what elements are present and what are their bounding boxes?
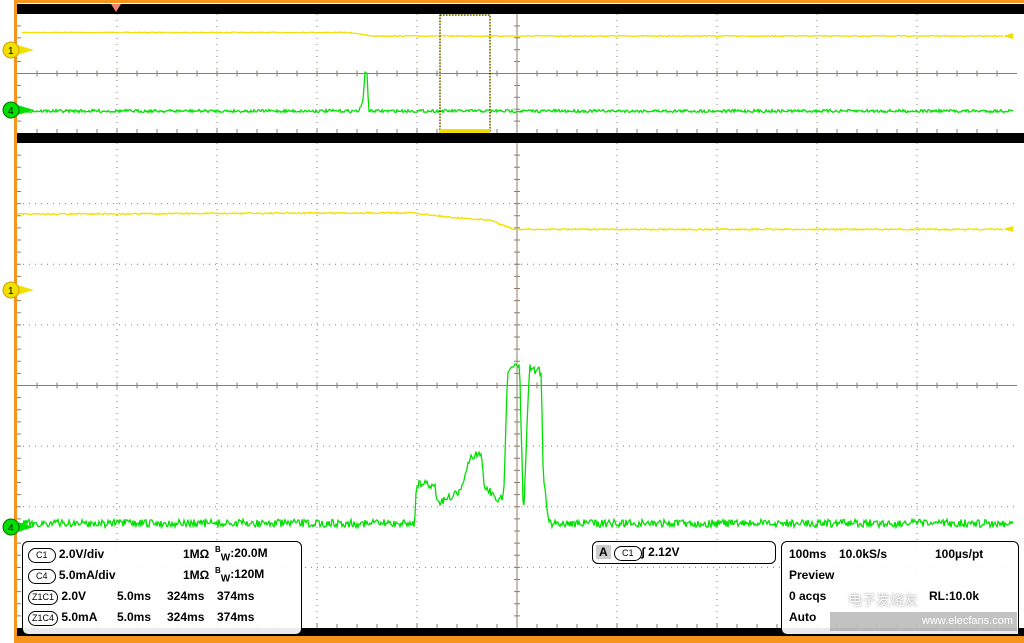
ch1-overview-marker[interactable]: 1	[2, 41, 34, 59]
c4-bandwidth: BW:120M	[215, 566, 265, 585]
ch4-overview-trace	[21, 70, 1014, 115]
c4-readout[interactable]: C4 5.0mA/div	[28, 568, 116, 584]
time-per-div: 100ms	[789, 547, 827, 561]
rising-edge-icon: ∫	[641, 545, 645, 559]
z1c1-readout[interactable]: Z1C1 2.0V	[28, 589, 86, 605]
ch4-zoom-marker[interactable]: 4	[2, 518, 34, 536]
z1c1-scale: 2.0V	[61, 589, 87, 603]
trigger-mode: A	[596, 545, 611, 559]
trigger-source: C1	[614, 546, 642, 561]
ch4-overview-marker[interactable]: 4	[2, 101, 34, 119]
ch4-zoom-trace	[21, 362, 1014, 530]
sample-rate: 10.0kS/s	[839, 547, 888, 561]
ch1-label: 1	[8, 286, 14, 297]
ch1-zoom-trace	[16, 211, 1004, 232]
c1-scale: 2.0V/div	[58, 547, 105, 561]
ch4-label: 4	[8, 523, 14, 534]
channel-readout-box	[22, 541, 302, 635]
ch1-level-icon	[1003, 226, 1013, 232]
watermark-logo: 电子发烧友	[848, 592, 918, 608]
z1c1-badge[interactable]: Z1C1	[28, 590, 59, 605]
time-per-point: 100µs/pt	[935, 547, 984, 561]
z1c4-badge[interactable]: Z1C4	[28, 611, 59, 626]
c1-bandwidth: BW:20.0M	[215, 545, 268, 564]
acq-count: 0 acqs	[789, 589, 827, 603]
timebase-readout-box[interactable]	[781, 541, 1019, 635]
ch1-level-icon	[1003, 33, 1013, 39]
divider-bar	[17, 133, 1024, 143]
watermark-url: www.elecfans.com	[830, 612, 1017, 631]
ch1-zoom-marker[interactable]: 1	[2, 281, 34, 299]
c1-readout[interactable]: C1 2.0V/div	[28, 547, 104, 563]
zoom-waveforms	[16, 211, 1014, 530]
trigger-mode-auto: Auto	[789, 610, 817, 624]
bottom-bar	[17, 628, 1024, 636]
z1c4-start: 324ms	[167, 610, 205, 624]
trigger-position-icon[interactable]	[111, 4, 121, 12]
c1-impedance: 1MΩ	[183, 547, 210, 561]
z1c1-zoom: 5.0ms	[117, 589, 152, 603]
overview-waveforms	[21, 31, 1014, 115]
record-length: RL:10.0k	[929, 589, 980, 603]
ch4-label: 4	[8, 106, 14, 117]
z1c1-start: 324ms	[167, 589, 205, 603]
ch1-overview-trace	[21, 31, 1004, 38]
trigger-readout-text: A C1 ∫ 2.12V	[596, 545, 680, 561]
z1c4-end: 374ms	[217, 610, 255, 624]
z1c1-end: 374ms	[217, 589, 255, 603]
c4-impedance: 1MΩ	[183, 568, 210, 582]
ch1-label: 1	[8, 46, 14, 57]
c1-badge[interactable]: C1	[28, 548, 56, 563]
trigger-level: 2.12V	[648, 545, 680, 559]
c4-scale: 5.0mA/div	[58, 568, 116, 582]
z1c4-zoom: 5.0ms	[117, 610, 152, 624]
z1c4-scale: 5.0mA	[61, 610, 98, 624]
top-bar	[17, 4, 1024, 14]
acq-state: Preview	[789, 568, 835, 582]
z1c4-readout[interactable]: Z1C4 5.0mA	[28, 610, 97, 626]
c4-badge[interactable]: C4	[28, 569, 56, 584]
